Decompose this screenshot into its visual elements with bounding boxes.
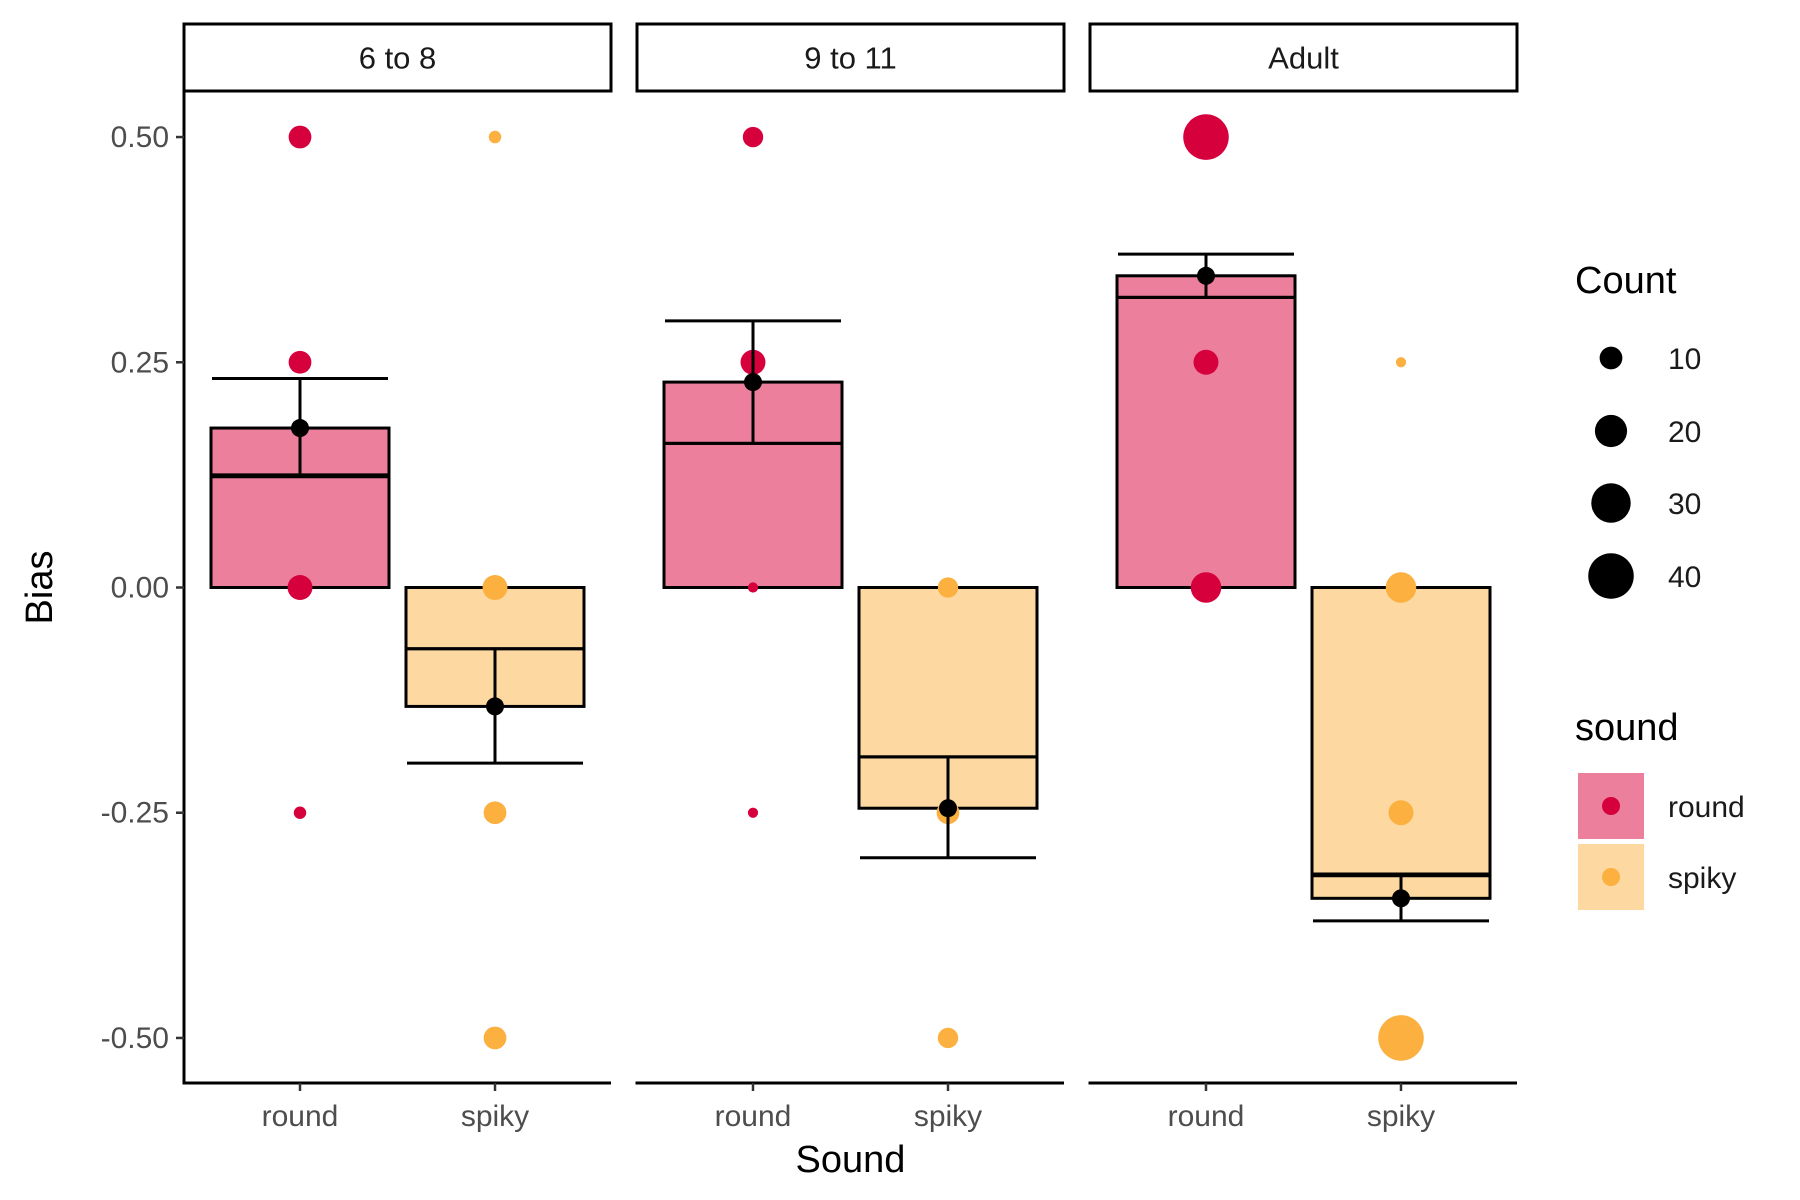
facet-strip — [1088, 22, 1519, 93]
box-spiky — [1310, 586, 1492, 900]
data-point — [1378, 1015, 1424, 1061]
data-point — [747, 807, 759, 818]
x-tick-label: spiky — [914, 1100, 982, 1133]
data-point — [1183, 114, 1229, 160]
facet-strip-label: Adult — [1268, 41, 1339, 76]
y-tick-label: -0.50 — [101, 1022, 169, 1055]
facet-strip-label: 9 to 11 — [804, 41, 897, 76]
legend-size-key — [1599, 346, 1623, 370]
legend-sound-label: round — [1668, 791, 1745, 824]
legend-point-key-round — [1602, 797, 1620, 815]
data-point — [747, 582, 759, 593]
facet-strip — [182, 22, 613, 93]
data-point — [287, 575, 313, 600]
y-tick-label: 0.00 — [111, 572, 169, 605]
legend-point-key-spiky — [1602, 868, 1620, 886]
data-point — [937, 577, 959, 598]
legend-size-key — [1591, 483, 1631, 523]
data-point — [1388, 800, 1414, 826]
mean-point — [939, 799, 957, 818]
legend-count-label: 10 — [1668, 343, 1701, 376]
x-tick-label: round — [715, 1100, 792, 1133]
x-tick-label: round — [1168, 1100, 1245, 1133]
x-tick-label: round — [262, 1100, 339, 1133]
legend-count-label: 20 — [1668, 416, 1701, 449]
data-point — [937, 1027, 959, 1049]
legend-count-label: 40 — [1668, 561, 1701, 594]
data-point — [1190, 572, 1222, 603]
data-point — [1193, 349, 1219, 375]
data-point — [293, 806, 307, 819]
y-tick-label: 0.50 — [111, 121, 169, 154]
data-point — [288, 125, 312, 149]
x-tick-label: spiky — [461, 1100, 529, 1133]
y-axis-title: Bias — [19, 551, 61, 625]
legend-sound-label: spiky — [1668, 862, 1736, 895]
legend-size-key — [1594, 414, 1628, 448]
data-point — [1395, 357, 1407, 368]
mean-point — [291, 419, 309, 438]
mean-point — [744, 373, 762, 392]
mean-point — [486, 697, 504, 716]
data-point — [742, 126, 764, 148]
legend-count-label: 30 — [1668, 488, 1701, 521]
data-point — [1385, 572, 1417, 603]
mean-point — [1392, 889, 1410, 908]
x-tick-label: spiky — [1367, 1100, 1435, 1133]
legend-count-title: Count — [1575, 260, 1677, 302]
y-tick-label: 0.25 — [111, 346, 169, 379]
data-point — [483, 1026, 507, 1050]
legend-sound-title: sound — [1575, 707, 1679, 749]
box-round — [1115, 274, 1297, 589]
data-point — [288, 350, 312, 374]
data-point — [482, 575, 508, 600]
data-point — [488, 130, 502, 144]
facet-strip — [635, 22, 1066, 93]
legend-size-key — [1588, 553, 1634, 599]
y-tick-label: -0.25 — [101, 797, 169, 830]
data-point — [483, 801, 507, 825]
x-axis-title: Sound — [796, 1139, 906, 1181]
mean-point — [1197, 266, 1215, 285]
facet-strip-label: 6 to 8 — [359, 41, 437, 76]
